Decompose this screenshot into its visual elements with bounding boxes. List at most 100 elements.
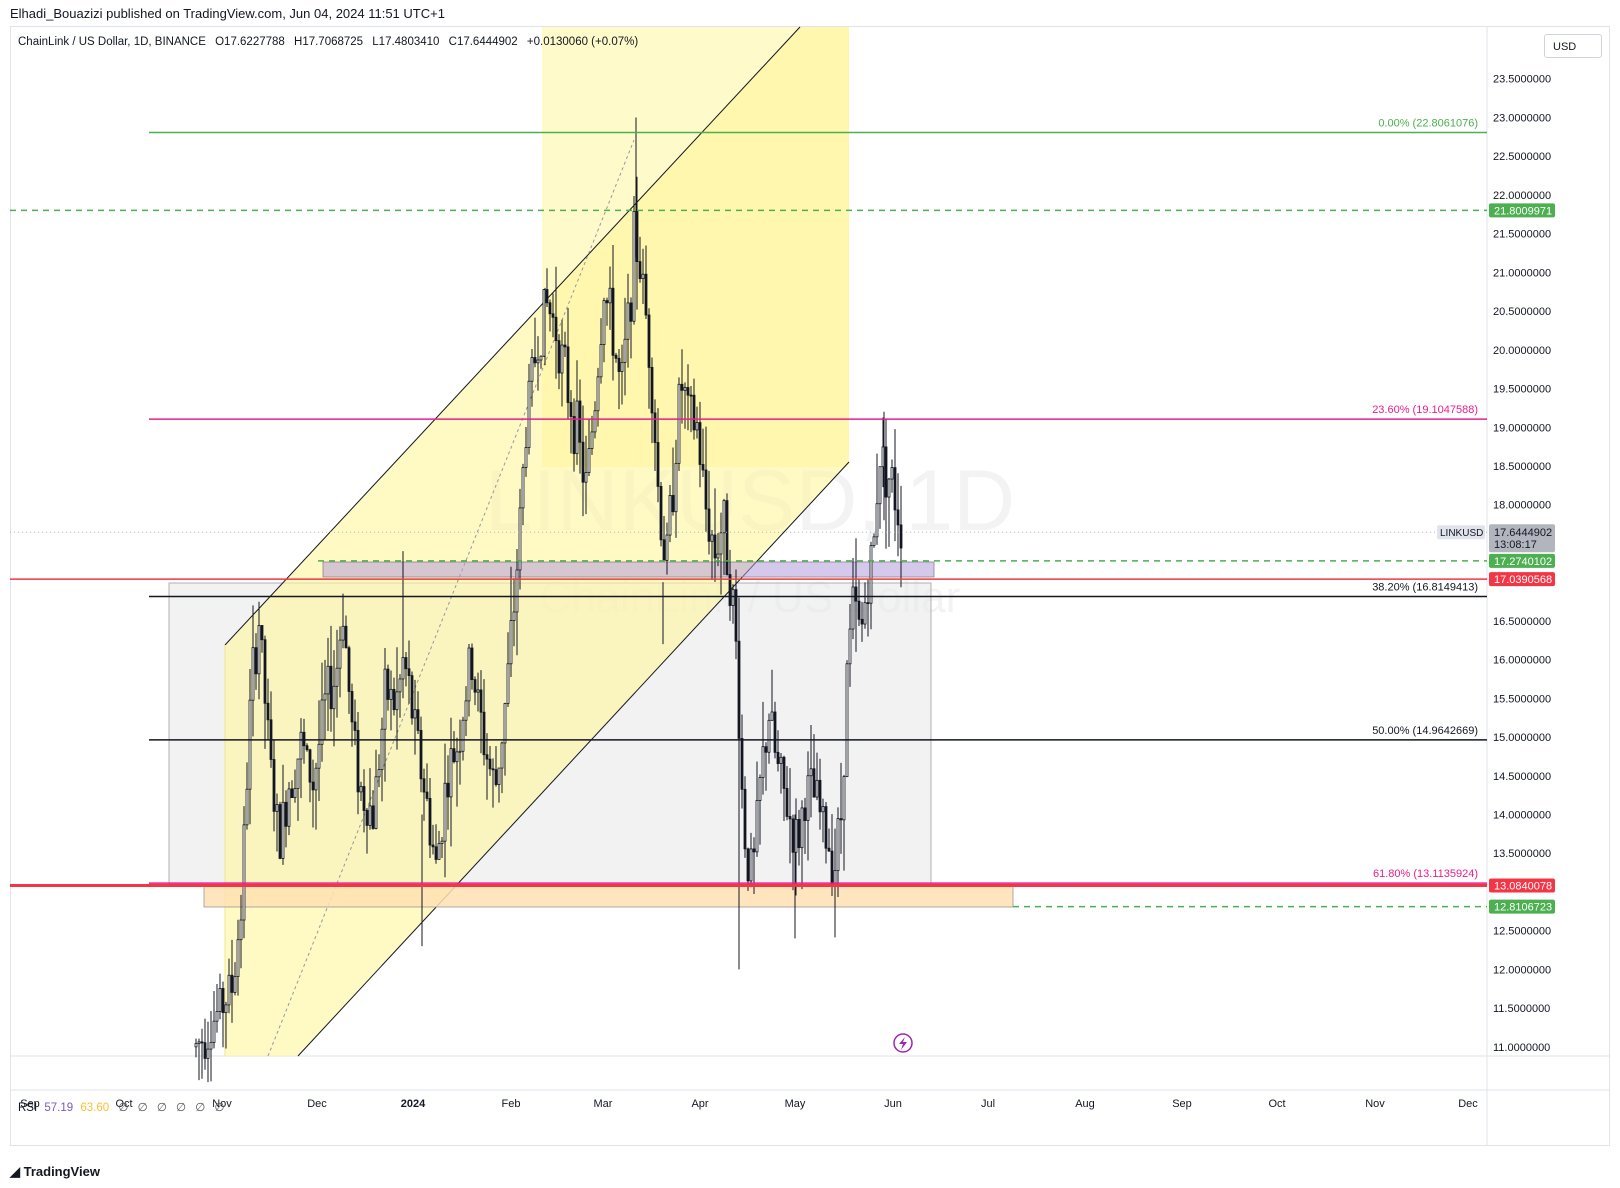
- candle-body: [647, 314, 651, 368]
- candle: [572, 398, 576, 472]
- x-tick-label: Jun: [884, 1098, 902, 1110]
- candle-body: [623, 338, 627, 363]
- candle-body: [458, 750, 462, 753]
- candle: [896, 473, 900, 557]
- candle-body: [641, 273, 645, 280]
- candle: [821, 798, 825, 843]
- candle-body: [368, 805, 372, 826]
- candle: [887, 477, 891, 547]
- candle: [236, 919, 240, 996]
- candle: [692, 378, 696, 440]
- candle-body: [683, 387, 687, 391]
- legend-change: +0.0130060 (+0.07%): [526, 36, 639, 48]
- y-tick-label: 18.0000000: [1493, 500, 1551, 512]
- candle-body: [431, 844, 435, 848]
- candle: [233, 962, 237, 996]
- candle-body: [746, 848, 750, 882]
- candle-body: [758, 777, 762, 801]
- candle: [695, 406, 699, 439]
- x-tick-label: Nov: [212, 1098, 232, 1110]
- chart-frame[interactable]: [10, 26, 1610, 1146]
- rsi-label[interactable]: RSI: [18, 1102, 38, 1114]
- tradingview-logo-text: TradingView: [23, 1164, 100, 1179]
- candle: [713, 488, 717, 582]
- candle: [893, 429, 897, 542]
- symbol-tag-label: LINKUSD: [1440, 528, 1483, 539]
- candle: [671, 447, 675, 516]
- candle: [350, 683, 354, 747]
- candle: [701, 428, 705, 477]
- rsi-hidden-icon: ∅: [137, 1102, 148, 1114]
- candle: [260, 625, 264, 653]
- candle-body: [377, 769, 381, 778]
- candle: [629, 297, 633, 359]
- publish-header: Elhadi_Bouazizi published on TradingView…: [10, 6, 445, 21]
- candle-body: [578, 400, 582, 443]
- candle: [581, 405, 585, 517]
- candle: [485, 733, 489, 800]
- candle: [389, 670, 393, 731]
- candle-body: [827, 847, 831, 852]
- candle-body: [668, 495, 672, 536]
- tradingview-logo[interactable]: ◢ TradingView: [10, 1164, 100, 1180]
- candle: [800, 800, 804, 890]
- candle: [227, 958, 231, 1014]
- candle: [374, 749, 378, 830]
- candle: [689, 386, 693, 433]
- candle: [803, 797, 807, 854]
- candle: [377, 754, 381, 788]
- candle-body: [830, 850, 834, 885]
- candle-body: [272, 759, 276, 812]
- candle: [722, 498, 726, 575]
- candle: [566, 308, 570, 420]
- channel-upper-line: [224, 26, 801, 646]
- candle: [335, 629, 339, 718]
- candle: [353, 699, 357, 746]
- y-tick-label: 22.0000000: [1493, 190, 1551, 202]
- candle-body: [296, 758, 300, 789]
- candle: [641, 248, 645, 304]
- candle-body: [245, 788, 249, 826]
- candle-body: [617, 357, 621, 372]
- current-price-label: 17.6444902: [1494, 527, 1552, 539]
- candle-body: [323, 693, 327, 701]
- candle: [476, 672, 480, 712]
- price-tag-bg: [1489, 899, 1555, 914]
- legend-symbol[interactable]: ChainLink / US Dollar, 1D, BINANCE: [18, 36, 206, 48]
- candle-body: [488, 758, 492, 770]
- candle: [584, 435, 588, 515]
- candle: [626, 273, 630, 368]
- candle-body: [338, 639, 342, 669]
- candle-body: [791, 818, 795, 853]
- candle-body: [674, 462, 678, 513]
- candle-body: [719, 532, 723, 555]
- currency-selector[interactable]: USD: [1544, 34, 1602, 58]
- candle-body: [497, 767, 501, 785]
- candle: [818, 758, 822, 830]
- candle: [320, 662, 324, 762]
- candle-body: [896, 509, 900, 526]
- candle: [851, 558, 855, 640]
- candle-body: [581, 441, 585, 483]
- candle: [509, 566, 513, 678]
- candle-body: [527, 380, 531, 448]
- candle: [257, 601, 261, 700]
- candle-body: [779, 756, 783, 764]
- candle-body: [305, 745, 309, 751]
- candle-body: [620, 361, 624, 372]
- candle: [611, 245, 615, 381]
- candle: [398, 674, 402, 718]
- legend-high: H17.7068725: [294, 36, 364, 48]
- candle-body: [767, 719, 771, 753]
- candle-body: [200, 1041, 204, 1044]
- candle-body: [884, 446, 888, 498]
- candle: [707, 470, 711, 555]
- candle-body: [251, 647, 255, 701]
- candle: [431, 824, 435, 855]
- channel-lower-line: [297, 461, 850, 1057]
- candle-body: [845, 663, 849, 777]
- candle-body: [650, 367, 654, 414]
- candle-body: [263, 639, 267, 704]
- candle: [650, 357, 654, 444]
